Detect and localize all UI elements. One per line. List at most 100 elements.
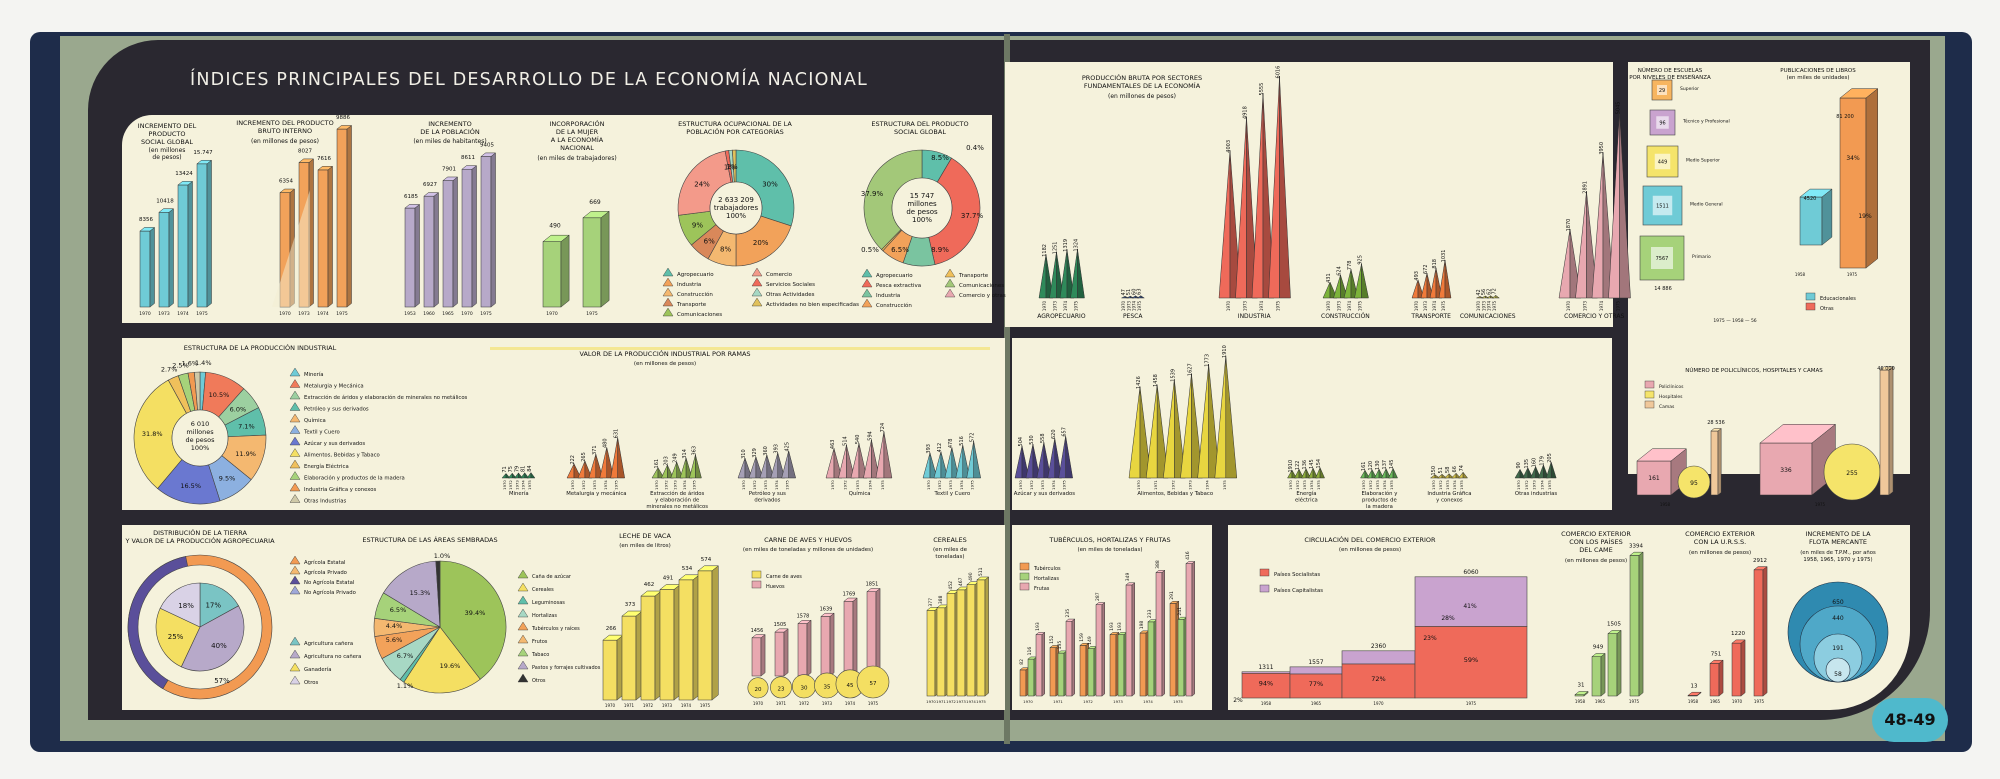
tuber-bar xyxy=(1155,572,1163,697)
tick-label: 1970 xyxy=(502,480,507,490)
tick-label: 1973 xyxy=(1302,480,1307,490)
cereal-bar xyxy=(946,593,956,697)
trade-legend-label: Países Socialistas xyxy=(1274,571,1320,578)
school-inner xyxy=(1652,195,1673,216)
producto-legend-swatch xyxy=(861,268,873,278)
spike xyxy=(1575,191,1587,299)
tick-label: 1958 xyxy=(1261,701,1272,706)
health-legend-swatch xyxy=(1644,390,1655,399)
areas-legend-swatch xyxy=(517,673,529,683)
spike xyxy=(679,457,687,479)
chart-subtitle: (en millones de pesos) xyxy=(251,138,319,145)
bar-top xyxy=(461,165,478,170)
pie-center-label: millones xyxy=(907,200,937,208)
data-label: 235 xyxy=(1065,609,1071,618)
trade-socialist xyxy=(1414,626,1528,699)
books-legend-label: Educacionales xyxy=(1820,296,1856,302)
areas-legend-label: Frutos xyxy=(532,639,548,645)
tick-label: 1970 xyxy=(830,480,835,490)
bar-top xyxy=(279,188,296,193)
data-label: 14 886 xyxy=(1654,286,1672,292)
book-bar-top xyxy=(1839,88,1879,99)
bar-top xyxy=(177,181,194,186)
ocupacional-legend-label: Comercio xyxy=(766,272,793,278)
data-label: 95 xyxy=(1690,480,1698,487)
bar-top xyxy=(480,152,497,157)
bar-top xyxy=(442,176,459,181)
data-label: 1182 xyxy=(1042,244,1048,257)
tick-label: 1974 xyxy=(966,699,976,704)
data-label: 1311 xyxy=(1258,664,1273,671)
school-inner xyxy=(1657,85,1667,95)
tick-label: 1973 xyxy=(1053,300,1058,311)
health-legend-swatch xyxy=(1644,380,1655,389)
tick-label: 1974 xyxy=(1347,300,1352,311)
data-label: 136 xyxy=(1302,460,1308,470)
came-bar-side xyxy=(1600,652,1606,697)
chart-title: INCREMENTO DEL xyxy=(138,122,197,130)
spike-shade xyxy=(1361,263,1369,299)
bar-side xyxy=(490,152,496,308)
industrial-legend-label: Metalurgia y Mecánica xyxy=(304,383,364,390)
came-bar-top xyxy=(1629,551,1644,556)
spike xyxy=(1059,249,1068,299)
industrial-legend-swatch xyxy=(289,367,301,377)
bar-side xyxy=(346,124,352,308)
milk-bar xyxy=(621,615,637,701)
tick-label: 1970 xyxy=(461,311,473,317)
urss-bar xyxy=(1709,663,1720,697)
tick-label: 1972 xyxy=(1368,480,1373,490)
tick-label: 1975 xyxy=(1754,699,1765,704)
chart-title: INCREMENTO DE LA xyxy=(1805,530,1871,538)
data-label: 310 xyxy=(741,449,747,459)
spike-shade xyxy=(846,444,855,479)
data-label: 452 xyxy=(948,581,954,590)
tick-label: 1975 xyxy=(1173,699,1183,704)
bar-side xyxy=(168,208,174,308)
producto-legend-swatch xyxy=(861,288,873,298)
data-label: 1511 xyxy=(1656,204,1669,210)
data-label: 57 xyxy=(870,681,877,687)
health-legend-label: Camas xyxy=(1659,404,1675,410)
spike-shade xyxy=(883,431,893,479)
areas-slice xyxy=(439,560,507,680)
tick-label: 1970 xyxy=(570,480,575,490)
land-slice xyxy=(159,582,201,628)
tick-label: 1974 xyxy=(1487,300,1492,311)
data-label: 6185 xyxy=(404,194,418,200)
data-label: 160 xyxy=(1532,458,1538,468)
tick-label: 1970 xyxy=(1732,699,1743,704)
tick-label: 1975 xyxy=(1276,300,1281,311)
tick-label: 1973 xyxy=(822,701,833,706)
spike xyxy=(1131,295,1136,299)
book-bar-side xyxy=(1821,188,1833,246)
tick-label: 1975 xyxy=(527,480,532,490)
spike xyxy=(1214,355,1227,479)
spike-shade xyxy=(530,471,536,479)
chart-subtitle: (en millones xyxy=(149,147,186,154)
tick-label: 1975 xyxy=(480,311,492,317)
urss-bar xyxy=(1731,642,1742,697)
data-label: 371 xyxy=(592,445,598,455)
land-legend-swatch xyxy=(289,555,301,565)
health-legend-label: Hospitales xyxy=(1659,394,1683,400)
data-label: 34% xyxy=(1846,155,1860,162)
pie-slice-label: 20% xyxy=(753,239,769,247)
came-bar-top xyxy=(1574,691,1589,695)
spike xyxy=(1036,442,1045,479)
milk-bar-side xyxy=(711,565,719,701)
tick-label: 1975 xyxy=(586,311,598,317)
chart-subtitle: (en miles de trabajadores) xyxy=(537,155,616,162)
data-label: 191 xyxy=(1832,645,1844,652)
tuber-bar xyxy=(1139,632,1147,697)
bar-top xyxy=(139,227,156,232)
spike xyxy=(944,447,953,479)
data-label: 3950 xyxy=(1599,142,1605,155)
pie-center-label: 2 633 209 xyxy=(718,196,754,204)
data-label: 534 xyxy=(682,566,693,572)
data-label: 193 xyxy=(1117,622,1123,631)
tick-label: 1970 xyxy=(1431,480,1436,490)
came-bar-top xyxy=(1607,630,1622,634)
data-label: 161 xyxy=(1648,475,1660,482)
chart-subtitle: (en millones de pesos) xyxy=(634,361,696,367)
